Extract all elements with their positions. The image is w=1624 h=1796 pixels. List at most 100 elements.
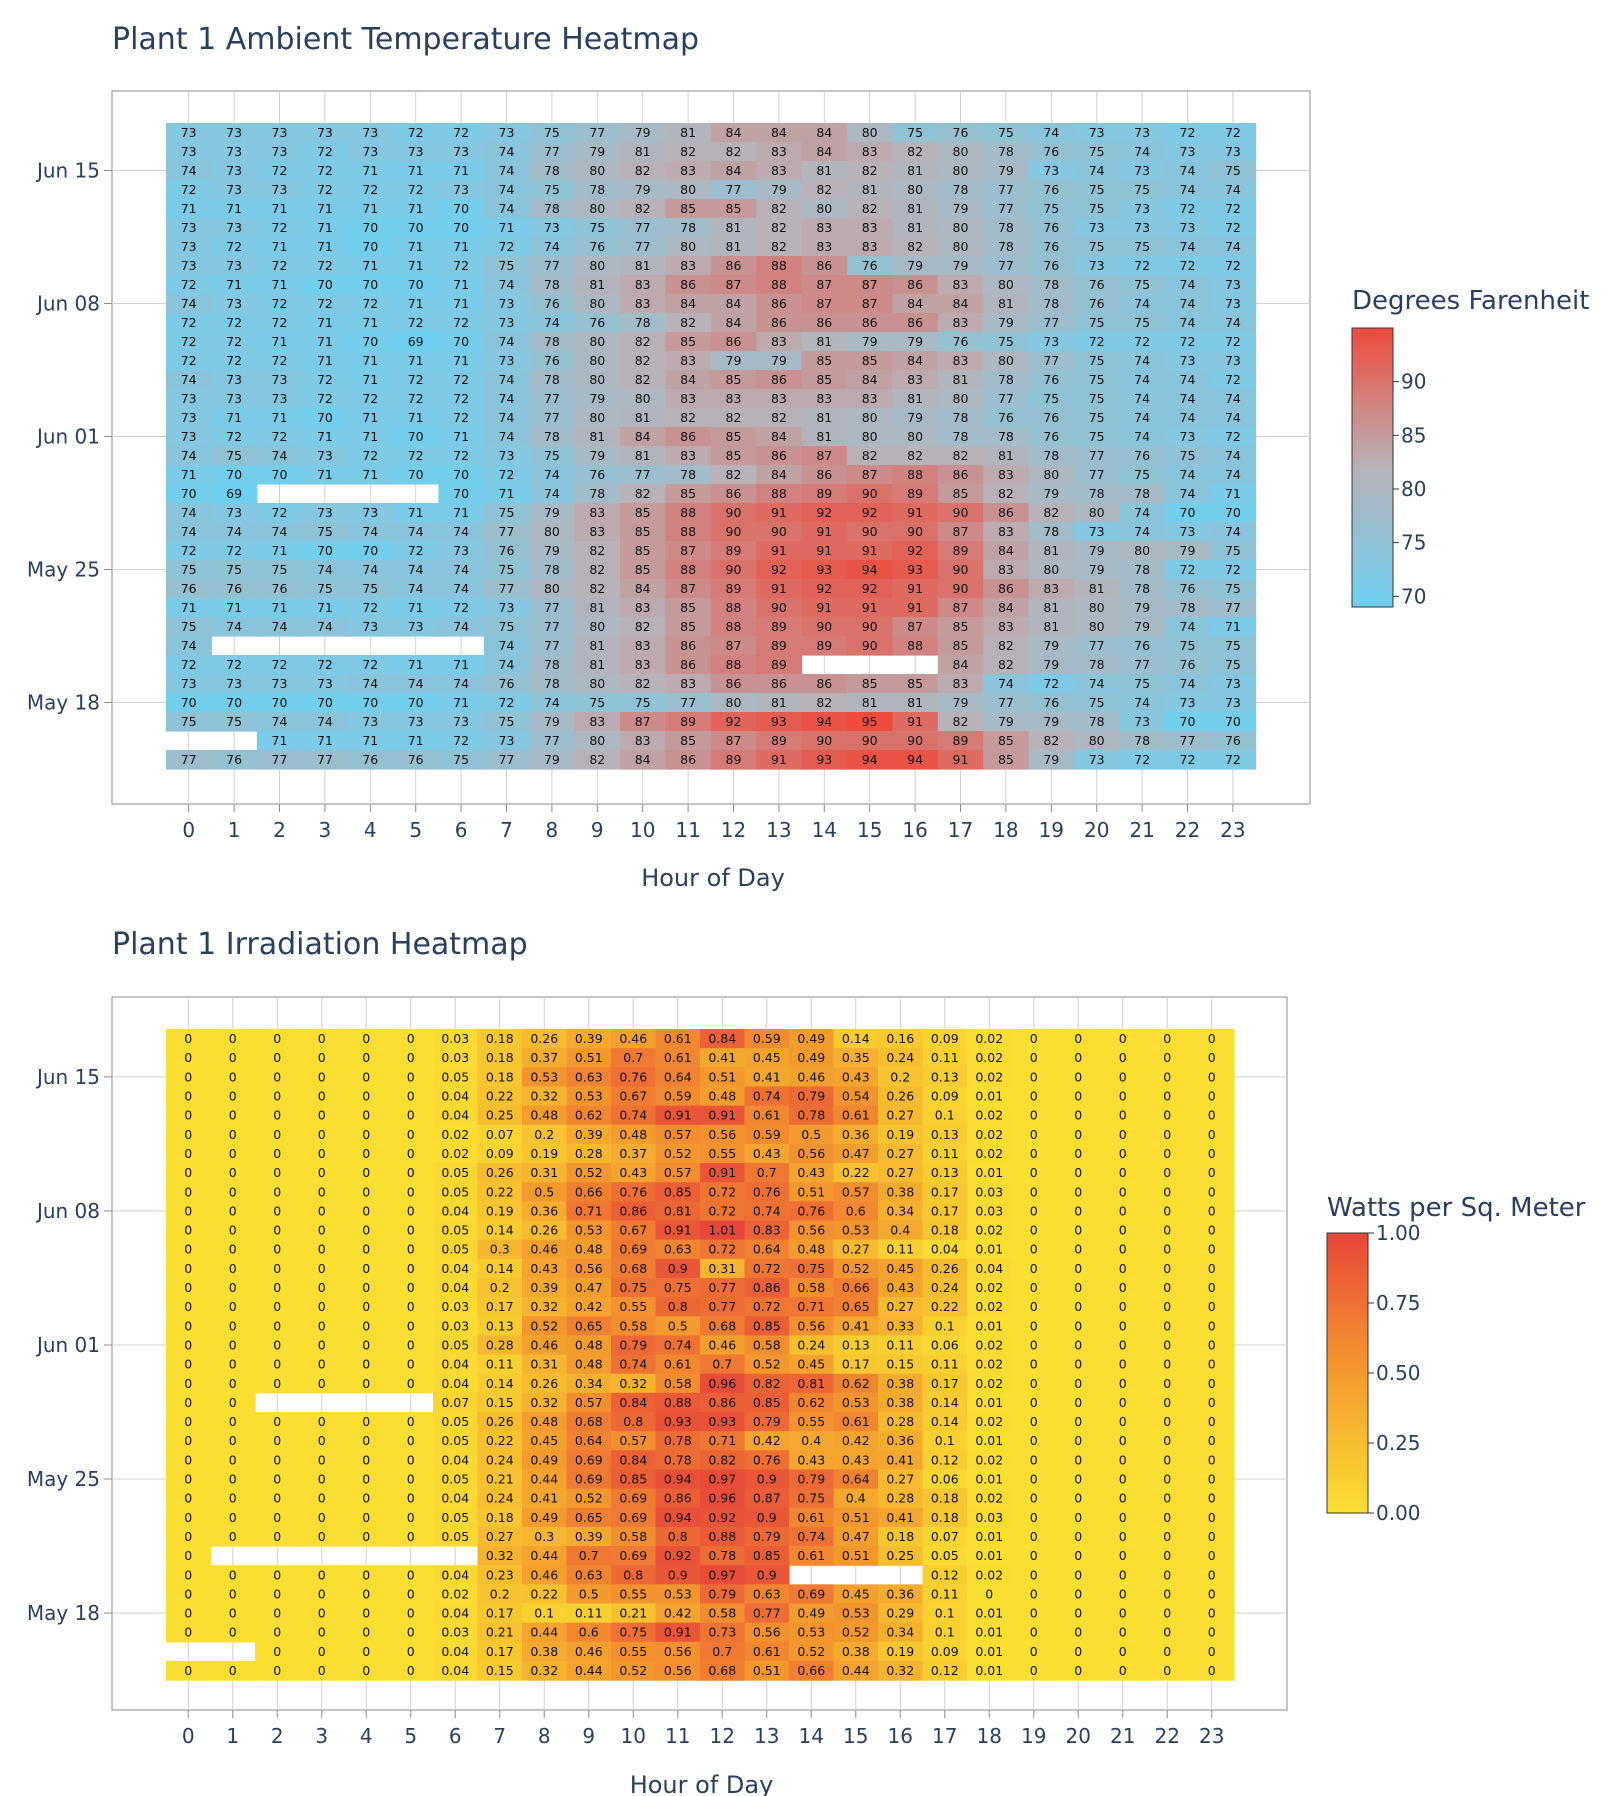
irr-heat-cell (255, 1182, 301, 1202)
temp-heat-cell (756, 693, 803, 713)
temp-heat-cell (620, 218, 666, 238)
irr-heat-cell (433, 1201, 479, 1222)
temp-heat-cell (1164, 389, 1211, 409)
irr-heat-cell (566, 1048, 612, 1068)
temp-cell-label: 75 (499, 258, 515, 273)
irr-cell-label: 0.15 (486, 1663, 514, 1678)
temp-cell-label: 73 (1180, 353, 1196, 368)
temp-cell-label: 86 (862, 315, 878, 330)
temp-x-tick-label: 9 (591, 818, 604, 842)
irr-heat-cell (700, 1105, 746, 1126)
temp-heat-cell (756, 275, 803, 295)
temp-heat-cell (483, 427, 530, 447)
temp-cell-label: 82 (635, 486, 651, 501)
temp-cell-label: 86 (680, 277, 696, 292)
irr-cell-label: 0 (1119, 1184, 1127, 1199)
temp-heat-cell (574, 294, 621, 314)
irr-heat-cell (878, 1316, 924, 1336)
temp-heat-cell (1028, 218, 1075, 238)
irr-x-tick-label: 13 (754, 1724, 779, 1748)
temp-heat-cell (937, 750, 984, 770)
irr-cell-label: 0 (273, 1203, 281, 1218)
irr-heat-cell (522, 1105, 568, 1126)
temp-heat-cell (347, 389, 394, 409)
irr-heat-cell (1145, 1335, 1191, 1356)
temp-cell-label: 72 (181, 334, 197, 349)
temp-cell-label: 80 (544, 581, 560, 596)
irr-heat-cell (789, 1335, 835, 1356)
temp-cell-label: 81 (907, 163, 923, 178)
temp-heat-cell (983, 446, 1030, 466)
temp-colorbar-tick-label: 85 (1401, 423, 1426, 447)
irr-heat-cell (1011, 1335, 1057, 1356)
temp-cell-label: 80 (953, 163, 969, 178)
temp-cell-label: 75 (1089, 144, 1105, 159)
temp-heat-cell (347, 180, 394, 200)
irr-cell-label: 0 (1030, 1357, 1038, 1372)
irr-heat-cell (299, 1067, 345, 1088)
temp-cell-label: 74 (1134, 144, 1150, 159)
irr-cell-label: 0 (184, 1146, 192, 1161)
temp-heat-cell (937, 712, 984, 732)
temp-cell-label: 73 (1225, 353, 1241, 368)
temp-cell-label: 77 (499, 524, 515, 539)
temp-cell-label: 69 (226, 486, 242, 501)
irr-cell-label: 0.52 (619, 1663, 647, 1678)
temp-heat-cell (710, 484, 757, 504)
irr-cell-label: 0.9 (757, 1472, 777, 1487)
temp-heat-cell (1028, 408, 1075, 428)
irr-heat-cell (1056, 1182, 1102, 1202)
temp-heat-cell (710, 446, 757, 466)
temp-cell-label: 89 (816, 486, 832, 501)
irr-cell-label: 0.17 (486, 1299, 514, 1314)
irr-heat-cell (166, 1048, 212, 1068)
irr-cell-label: 0 (362, 1433, 370, 1448)
irr-heat-cell (655, 1412, 701, 1432)
temp-cell-label: 71 (453, 695, 469, 710)
temp-cell-label: 91 (953, 752, 969, 767)
temp-cell-label: 70 (272, 695, 288, 710)
temp-cell-label: 87 (816, 296, 832, 311)
temp-cell-label: 72 (453, 258, 469, 273)
irr-cell-label: 0 (1119, 1586, 1127, 1601)
temp-heat-cell (756, 598, 803, 618)
temp-heat-cell (438, 503, 485, 523)
temp-cell-label: 79 (1043, 752, 1059, 767)
temp-heat-cell (1028, 294, 1075, 314)
temp-heat-cell (393, 674, 439, 694)
temp-cell-label: 83 (726, 391, 742, 406)
irr-heat-cell (299, 1297, 345, 1317)
temp-heat-cell (166, 256, 212, 276)
temp-heat-cell (302, 389, 349, 409)
temp-cell-label: 92 (816, 581, 832, 596)
temp-heat-cell (166, 389, 212, 409)
irr-cell-label: 0 (229, 1184, 237, 1199)
irr-heat-cell (744, 1373, 790, 1394)
temp-cell-label: 78 (953, 429, 969, 444)
temp-heat-cell (256, 237, 303, 257)
temp-heat-cell (438, 446, 485, 466)
temp-cell-label: 83 (680, 448, 696, 463)
irr-heat-cell (166, 1067, 212, 1088)
temp-cell-label: 77 (181, 752, 197, 767)
irr-heat-cell (299, 1105, 345, 1126)
temp-heat-cell (483, 161, 530, 181)
irr-heat-cell (789, 1277, 835, 1298)
temp-heat-cell (710, 617, 757, 637)
irr-cell-label: 0.19 (886, 1127, 914, 1142)
temp-cell-label: 76 (1043, 258, 1059, 273)
temp-heat-cell (665, 332, 712, 352)
temp-cell-label: 78 (953, 182, 969, 197)
temp-cell-label: 86 (953, 467, 969, 482)
irr-cell-label: 0 (362, 1050, 370, 1065)
temp-cell-label: 72 (272, 505, 288, 520)
temp-cell-label: 79 (1043, 714, 1059, 729)
irr-cell-label: 0.22 (486, 1433, 514, 1448)
temp-cell-label: 72 (226, 315, 242, 330)
temp-heat-cell (1074, 712, 1120, 732)
irr-cell-label: 0.04 (441, 1376, 469, 1391)
irr-colorbar-tick-label: 0.75 (1376, 1291, 1421, 1315)
temp-heat-cell (529, 465, 576, 485)
irr-cell-label: 0.22 (486, 1184, 514, 1199)
